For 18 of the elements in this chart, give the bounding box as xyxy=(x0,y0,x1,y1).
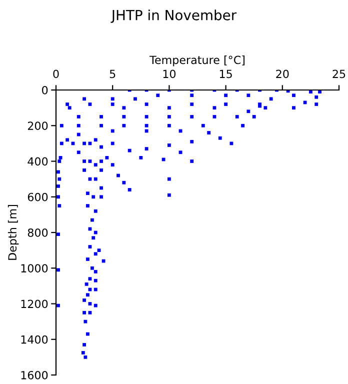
chart-title: JHTP in November xyxy=(110,10,237,23)
x-axis-title: Temperature [°C] xyxy=(150,56,244,66)
x-tick-label: 20 xyxy=(276,70,289,78)
x-tick-label: 0 xyxy=(53,70,59,78)
y-tick-label: 1200 xyxy=(21,300,48,308)
x-tick-label: 10 xyxy=(163,70,176,78)
y-tick-label: 1400 xyxy=(21,335,48,344)
y-axis-title: Depth [m] xyxy=(8,205,19,260)
x-tick-label: 25 xyxy=(332,70,346,78)
y-tick-label: 1600 xyxy=(21,370,48,380)
x-tick-label: 5 xyxy=(110,70,116,78)
x-tick-label: 15 xyxy=(220,70,232,78)
y-tick-label: 800 xyxy=(28,228,48,237)
y-tick-label: 400 xyxy=(28,157,48,166)
y-tick-label: 0 xyxy=(42,86,48,94)
y-tick-label: 1000 xyxy=(21,264,48,273)
y-tick-label: 600 xyxy=(28,192,48,202)
y-tick-label: 200 xyxy=(28,122,48,130)
